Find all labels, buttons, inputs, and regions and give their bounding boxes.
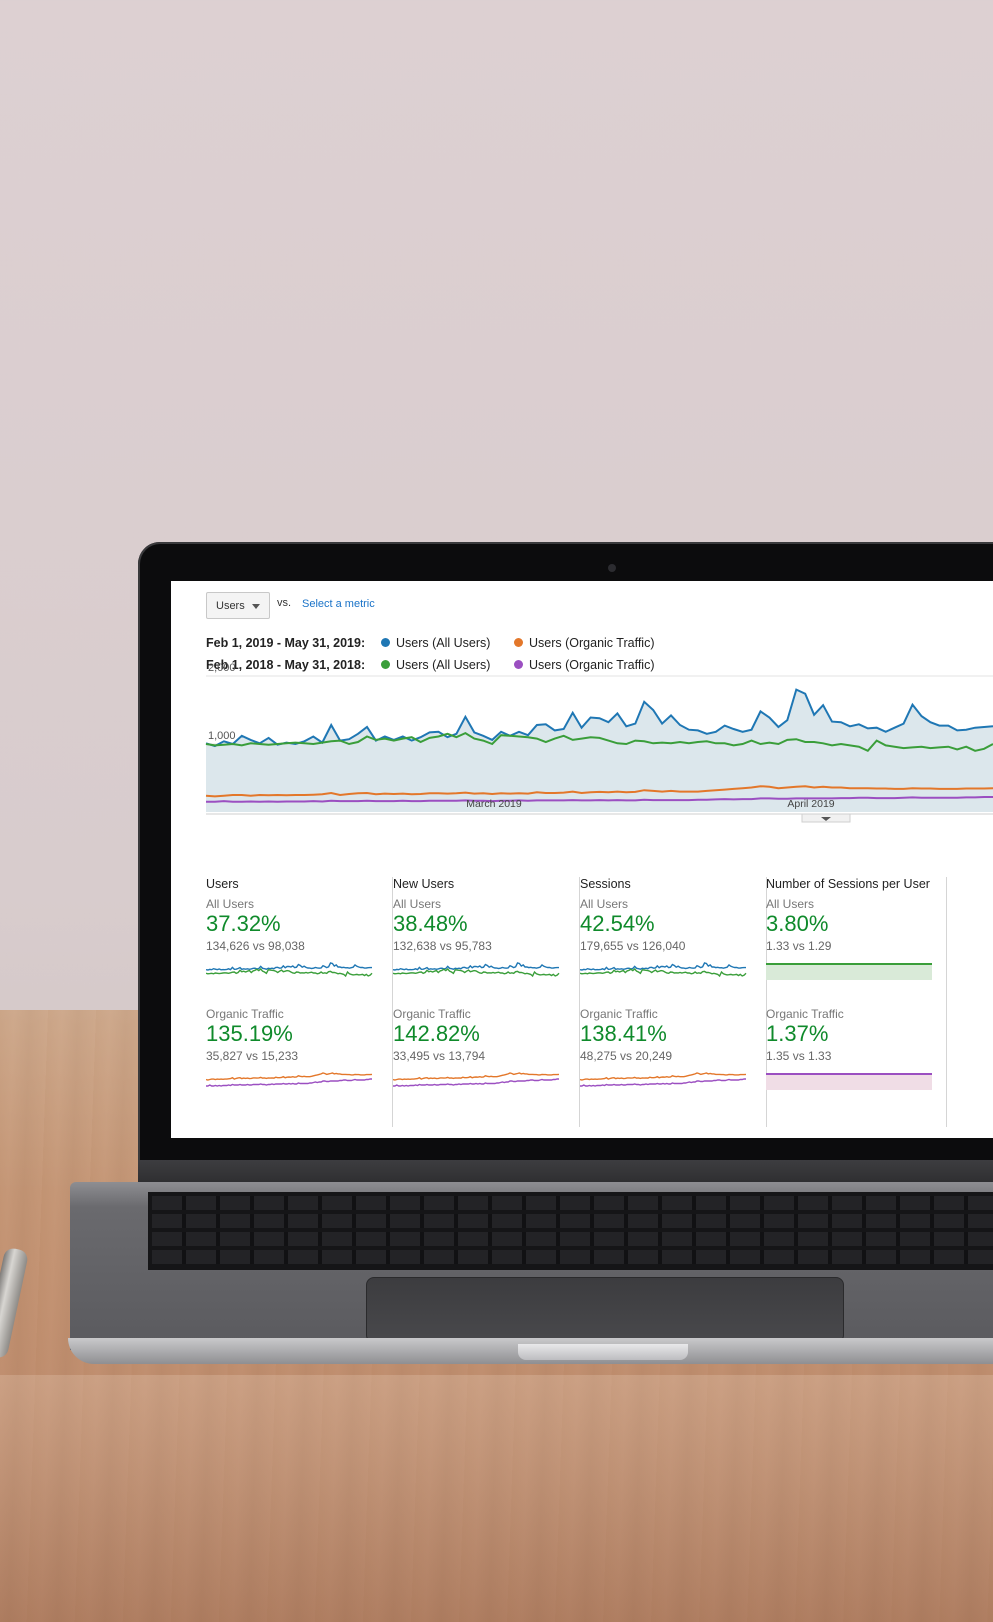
- sparkline-line: [580, 1078, 746, 1087]
- segment-name: All Users: [580, 897, 629, 911]
- percent-change: 135.19%: [206, 1021, 293, 1046]
- keyboard-row: [152, 1250, 993, 1264]
- segment-name: All Users: [766, 897, 815, 911]
- legend-item[interactable]: Users (Organic Traffic): [514, 658, 655, 672]
- comparison-values: 134,626 vs 98,038: [206, 939, 305, 953]
- scorecard[interactable]: Sessions All Users 42.54% 179,655 vs 126,04…: [580, 877, 767, 1127]
- scorecard[interactable]: Users All Users 37.32% 134,626 vs 98,038 Org…: [206, 877, 393, 1127]
- keyboard-row: [152, 1196, 993, 1210]
- comparison-values: 179,655 vs 126,040: [580, 939, 686, 953]
- percent-change: 138.41%: [580, 1021, 667, 1046]
- scorecard-title: New Users: [393, 877, 455, 891]
- sparkline-line: [393, 968, 560, 978]
- sparkline: [206, 1072, 373, 1087]
- scorecard-title: Number of Sessions per User: [766, 877, 930, 891]
- laptop-notch: [518, 1344, 688, 1360]
- scorecard-title: Sessions: [580, 877, 631, 891]
- keyboard-row: [152, 1232, 993, 1246]
- legend-label: Users (All Users): [396, 658, 491, 672]
- series-line[interactable]: [206, 796, 993, 803]
- trackpad: [366, 1277, 844, 1343]
- vs-label: vs.: [277, 597, 292, 609]
- segment-name: Organic Traffic: [766, 1007, 844, 1021]
- series-line[interactable]: [205, 688, 993, 748]
- sparkline-line: [206, 962, 372, 971]
- legend-label: Users (Organic Traffic): [529, 658, 655, 672]
- legend-label: Users (Organic Traffic): [529, 636, 655, 650]
- camera-icon: [608, 564, 616, 572]
- segment-name: All Users: [393, 897, 442, 911]
- sparkline: [766, 963, 932, 980]
- sparkline-line: [580, 1072, 747, 1081]
- sparkline-line: [206, 1072, 373, 1081]
- sparkline-line: [393, 962, 559, 971]
- percent-change: 38.48%: [393, 911, 468, 936]
- segment-name: All Users: [206, 897, 255, 911]
- sparkline-area: [766, 1074, 932, 1090]
- legend-dot-icon: [514, 638, 523, 648]
- series-area: [206, 689, 993, 812]
- chevron-down-icon: [252, 604, 260, 609]
- sparkline-line: [580, 968, 747, 978]
- comparison-values: 35,827 vs 15,233: [206, 1049, 299, 1063]
- desk-reflection: [0, 1375, 993, 1622]
- sparkline-line: [393, 1078, 559, 1087]
- select-metric-link[interactable]: Select a metric: [302, 598, 375, 610]
- segment-name: Organic Traffic: [206, 1007, 284, 1021]
- sparkline: [766, 1073, 932, 1090]
- scorecard-title: Users: [206, 877, 239, 891]
- sparkline: [580, 962, 747, 978]
- x-tick-label: April 2019: [787, 798, 834, 810]
- legend-row-current: Feb 1, 2019 - May 31, 2019:: [206, 636, 365, 650]
- percent-change: 1.37%: [766, 1021, 829, 1046]
- sparkline-line: [580, 962, 746, 971]
- y-tick-label: 2,000: [208, 662, 236, 674]
- legend-dot-icon: [514, 660, 523, 670]
- keyboard-row: [152, 1214, 993, 1228]
- legend-dot-icon: [381, 660, 390, 670]
- percent-change: 3.80%: [766, 911, 829, 936]
- percent-change: 42.54%: [580, 911, 655, 936]
- legend-item[interactable]: Users (All Users): [381, 636, 490, 650]
- scorecard[interactable]: New Users All Users 38.48% 132,638 vs 95,78…: [393, 877, 580, 1127]
- segment-name: Organic Traffic: [393, 1007, 471, 1021]
- users-line-chart[interactable]: 2,000 1,000 March 2019 April 2019: [171, 659, 993, 829]
- sparkline-area: [766, 964, 932, 980]
- legend-date-range: Feb 1, 2018 - May 31, 2018:: [206, 658, 366, 672]
- legend-item[interactable]: Users (All Users): [381, 658, 490, 672]
- series-line[interactable]: [205, 731, 993, 753]
- analytics-screen: Users vs. Select a metric Feb 1, 2019 - …: [171, 581, 993, 1138]
- comparison-values: 33,495 vs 13,794: [393, 1049, 486, 1063]
- sparkline-line: [393, 1072, 560, 1081]
- legend-item[interactable]: Users (Organic Traffic): [514, 636, 655, 650]
- comparison-values: 48,275 vs 20,249: [580, 1049, 673, 1063]
- sparkline: [393, 962, 560, 978]
- scorecard[interactable]: Number of Sessions per User All Users 3.80…: [766, 877, 947, 1127]
- series-line[interactable]: [205, 785, 993, 798]
- percent-change: 142.82%: [393, 1021, 480, 1046]
- sparkline: [206, 962, 373, 978]
- chevron-down-icon: [821, 817, 831, 821]
- legend-date-range: Feb 1, 2019 - May 31, 2019:: [206, 636, 366, 650]
- metric-dropdown-value: Users: [216, 600, 245, 612]
- x-tick-label: March 2019: [466, 798, 522, 810]
- sparkline-line: [206, 1078, 372, 1087]
- y-tick-label: 1,000: [208, 730, 236, 742]
- comparison-values: 132,638 vs 95,783: [393, 939, 492, 953]
- sparkline-line: [206, 968, 373, 978]
- comparison-values: 1.35 vs 1.33: [766, 1049, 832, 1063]
- sparkline: [580, 1072, 747, 1087]
- sparkline: [393, 1072, 560, 1087]
- legend-label: Users (All Users): [396, 636, 491, 650]
- metric-dropdown[interactable]: Users: [206, 592, 270, 619]
- segment-name: Organic Traffic: [580, 1007, 658, 1021]
- legend-row-previous: Feb 1, 2018 - May 31, 2018:: [206, 658, 365, 672]
- legend-dot-icon: [381, 638, 390, 648]
- percent-change: 37.32%: [206, 911, 281, 936]
- comparison-values: 1.33 vs 1.29: [766, 939, 832, 953]
